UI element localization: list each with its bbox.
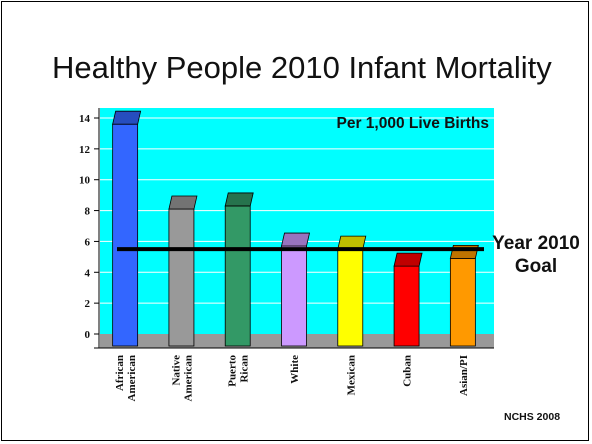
chart-annotation: Per 1,000 Live Births	[337, 115, 490, 132]
bar	[449, 257, 476, 347]
slide-title: Healthy People 2010 Infant Mortality	[52, 50, 552, 85]
x-tick-label: Cuban	[402, 355, 414, 387]
goal-label-line2: Goal	[514, 256, 558, 277]
x-tick-label: White	[289, 355, 301, 384]
y-tick-label: 10	[79, 175, 91, 187]
y-tick-label: 8	[85, 206, 91, 218]
source-note: NCHS 2008	[504, 411, 561, 423]
y-tick-label: 6	[85, 236, 91, 248]
bar-top	[168, 195, 198, 210]
y-tick-label: 14	[79, 113, 91, 125]
bar	[337, 248, 364, 347]
x-tick-label: Native	[170, 355, 182, 386]
x-tick-label: American	[126, 355, 138, 401]
bar-top	[112, 110, 142, 125]
bar-top	[224, 192, 254, 207]
y-tick-label: 12	[79, 144, 91, 156]
bar-top	[393, 252, 423, 267]
x-tick-label: Puerto	[227, 355, 239, 387]
x-tick-label: Asian/PI	[458, 355, 470, 396]
x-tick-label: African	[114, 355, 126, 391]
bar	[112, 123, 139, 347]
x-tick-label: Rican	[239, 355, 251, 383]
goal-label: Year 2010 Goal	[484, 232, 588, 278]
bar-top	[280, 232, 311, 247]
goal-label-line1: Year 2010	[492, 233, 580, 254]
y-tick-label: 0	[85, 329, 91, 341]
bar	[393, 265, 420, 347]
y-tick-label: 2	[85, 298, 91, 310]
bar	[168, 208, 195, 347]
bar	[224, 205, 251, 347]
x-tick-label: American	[182, 355, 194, 401]
bar	[281, 245, 307, 347]
y-tick-label: 4	[85, 267, 91, 279]
x-tick-label: Mexican	[345, 355, 357, 395]
